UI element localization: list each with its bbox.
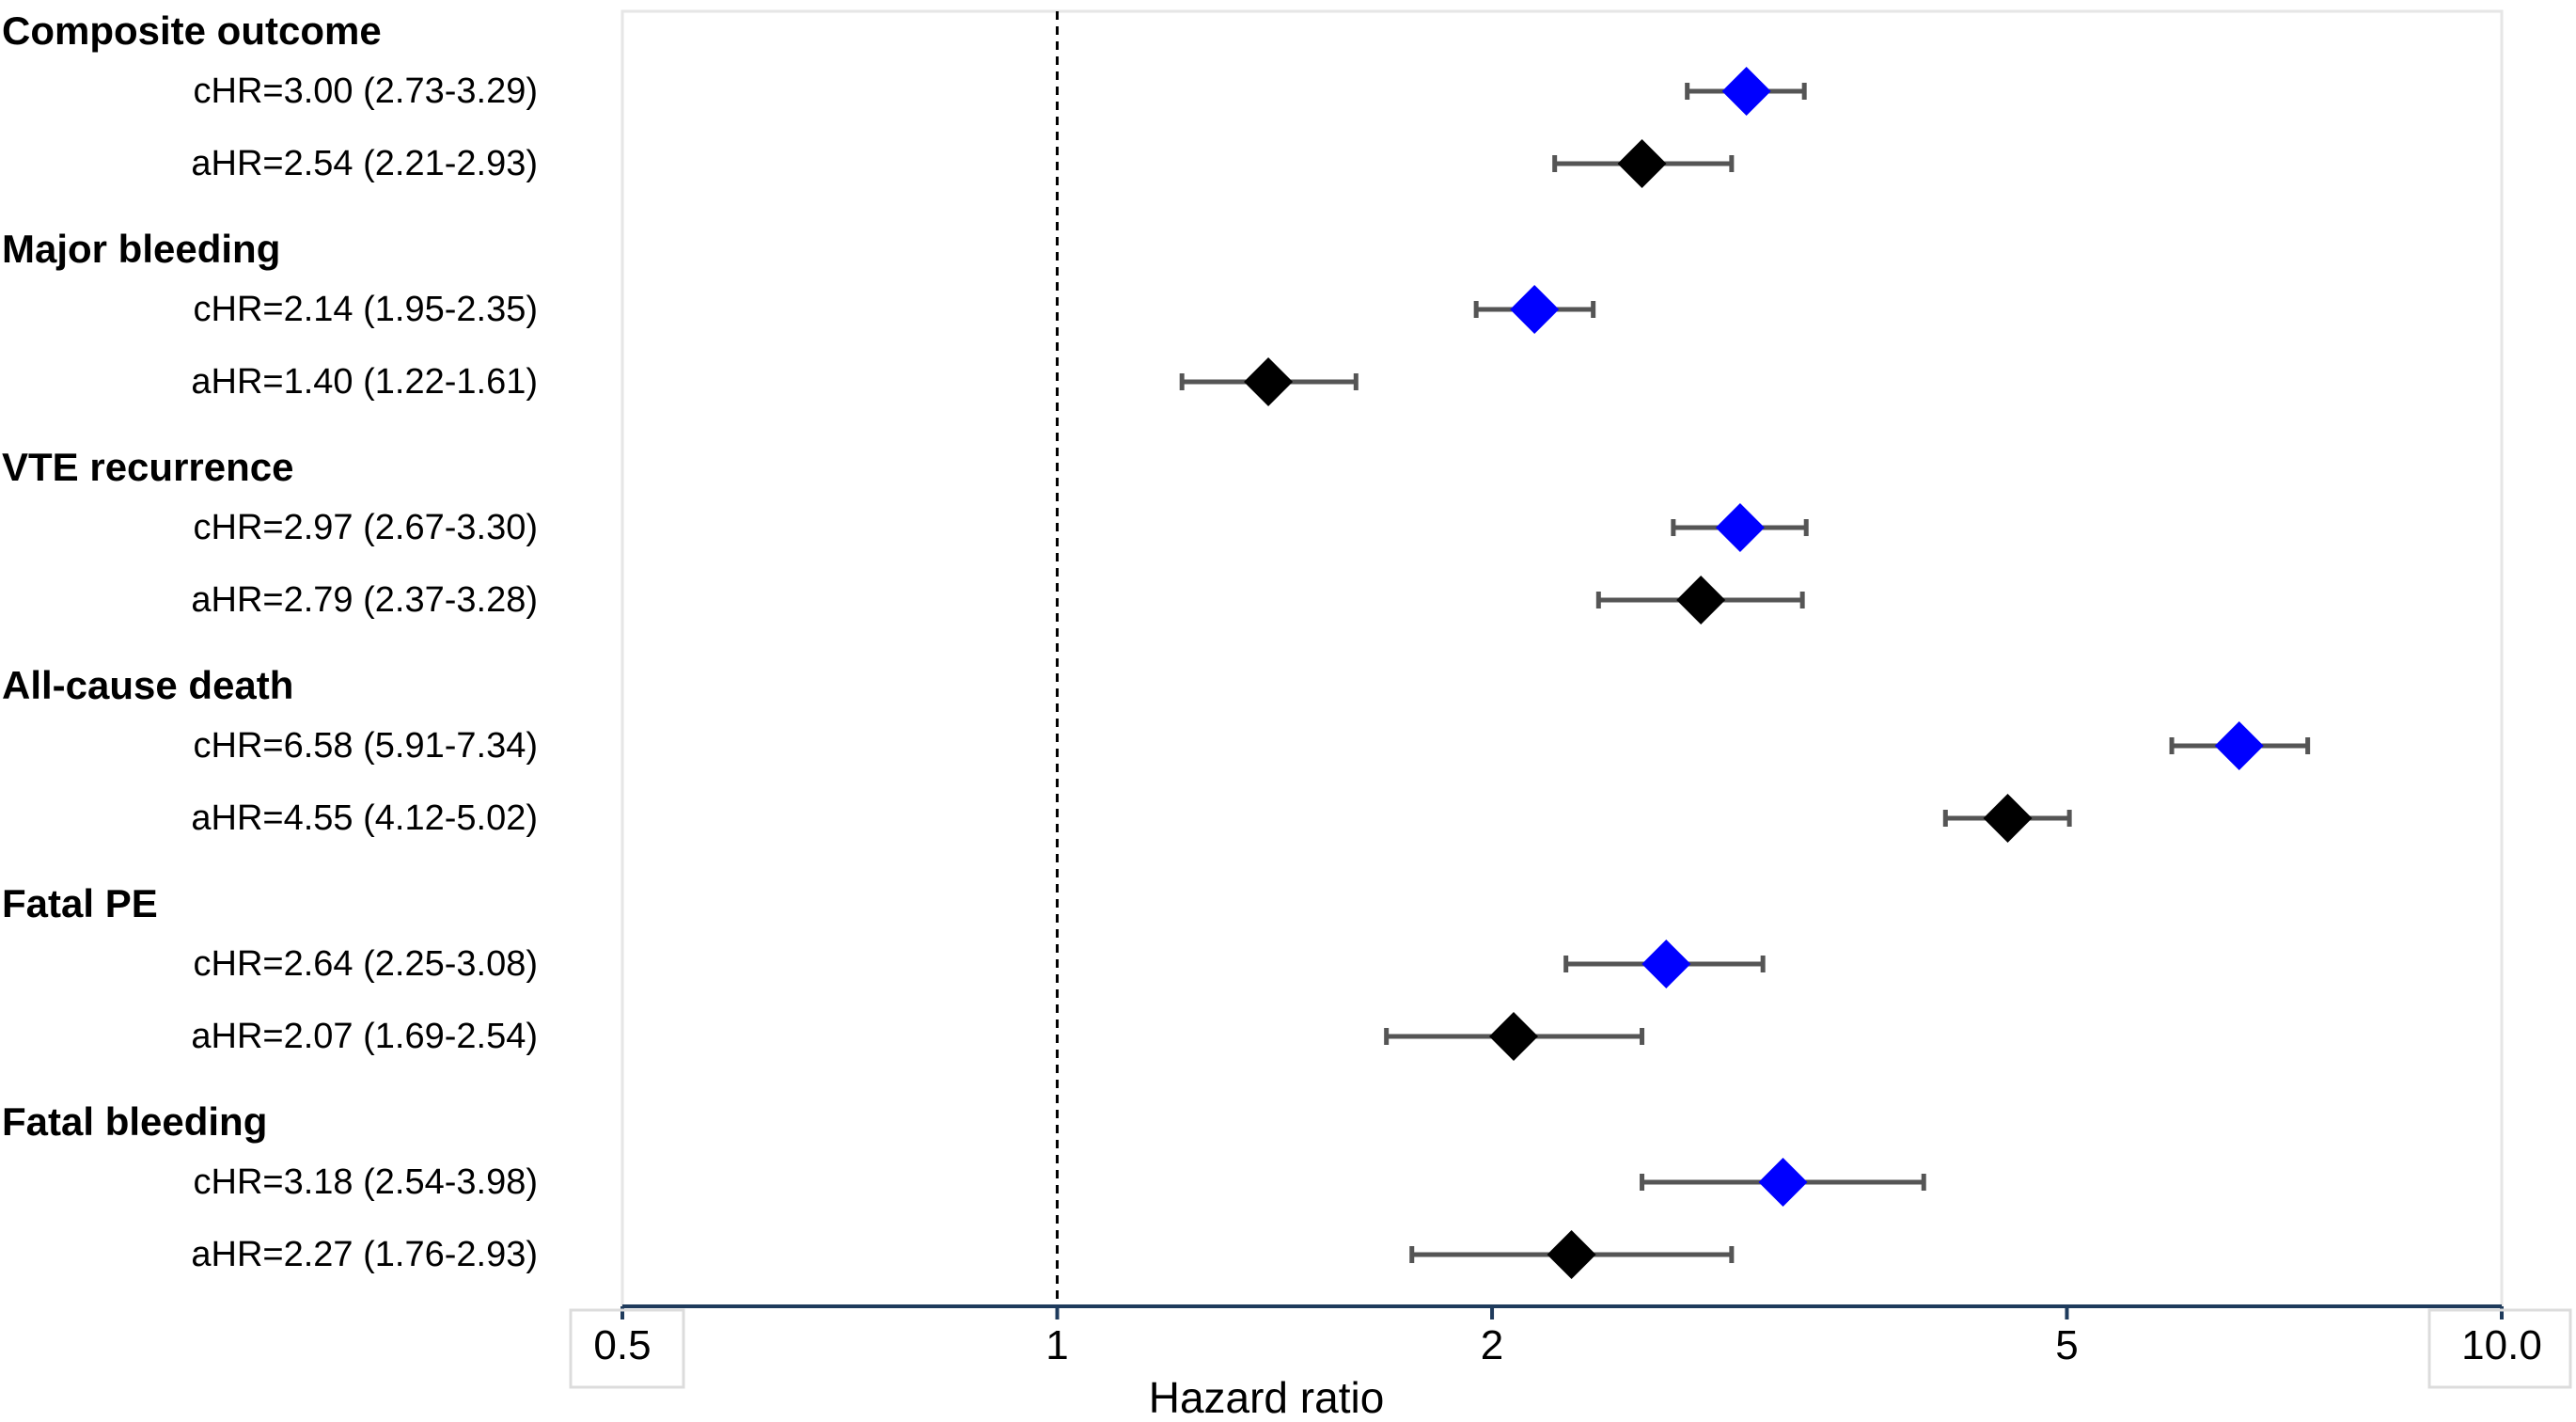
row-label: cHR=3.00 (2.73-3.29) bbox=[194, 71, 538, 111]
x-tick-label: 0.5 bbox=[593, 1322, 651, 1368]
row-label: aHR=2.07 (1.69-2.54) bbox=[191, 1017, 538, 1056]
row-label: cHR=3.18 (2.54-3.98) bbox=[194, 1162, 538, 1202]
x-tick-label: 10.0 bbox=[2461, 1322, 2542, 1368]
row-label: cHR=2.97 (2.67-3.30) bbox=[194, 508, 538, 547]
chr-point-marker bbox=[1510, 285, 1560, 334]
group-title: Composite outcome bbox=[2, 8, 382, 53]
rows-group: Composite outcome cHR=3.00 (2.73-3.29) aHR… bbox=[2, 8, 2311, 1279]
row-label: cHR=6.58 (5.91-7.34) bbox=[194, 726, 538, 766]
x-tick-label: 1 bbox=[1045, 1322, 1068, 1368]
group-title: VTE recurrence bbox=[2, 445, 294, 489]
ahr-point-marker bbox=[1617, 139, 1667, 188]
row-label: aHR=4.55 (4.12-5.02) bbox=[191, 798, 538, 838]
ahr-point-marker bbox=[1547, 1230, 1596, 1279]
x-axis: 0.5 1 2 5 10.0 Hazard ratio bbox=[569, 1304, 2572, 1422]
chr-point-marker bbox=[1758, 1158, 1808, 1207]
group-title: Fatal PE bbox=[2, 881, 158, 925]
chr-point-marker bbox=[1721, 67, 1771, 116]
ahr-point-marker bbox=[1489, 1012, 1539, 1061]
row-label: aHR=2.79 (2.37-3.28) bbox=[191, 580, 538, 620]
plot-frame bbox=[620, 9, 2504, 1308]
row-label: aHR=2.54 (2.21-2.93) bbox=[191, 144, 538, 183]
row-label: aHR=2.27 (1.76-2.93) bbox=[191, 1235, 538, 1274]
ahr-point-marker bbox=[1983, 794, 2033, 843]
row-label: aHR=1.40 (1.22-1.61) bbox=[191, 362, 538, 402]
plot-border bbox=[620, 9, 2504, 1308]
x-tick-box bbox=[2427, 1308, 2572, 1389]
x-axis-title: Hazard ratio bbox=[1149, 1373, 1385, 1422]
x-tick-label: 5 bbox=[2055, 1322, 2078, 1368]
chr-point-marker bbox=[1641, 940, 1691, 988]
group-title: Major bleeding bbox=[2, 227, 280, 271]
chr-point-marker bbox=[2214, 721, 2264, 770]
x-tick-box bbox=[569, 1308, 685, 1389]
chr-point-marker bbox=[1715, 503, 1765, 552]
group-title: All-cause death bbox=[2, 663, 293, 707]
row-label: cHR=2.64 (2.25-3.08) bbox=[194, 944, 538, 984]
ahr-point-marker bbox=[1676, 576, 1726, 624]
group-title: Fatal bleeding bbox=[2, 1099, 267, 1144]
row-label: cHR=2.14 (1.95-2.35) bbox=[194, 290, 538, 329]
x-tick-label: 2 bbox=[1481, 1322, 1503, 1368]
ahr-point-marker bbox=[1244, 357, 1294, 406]
